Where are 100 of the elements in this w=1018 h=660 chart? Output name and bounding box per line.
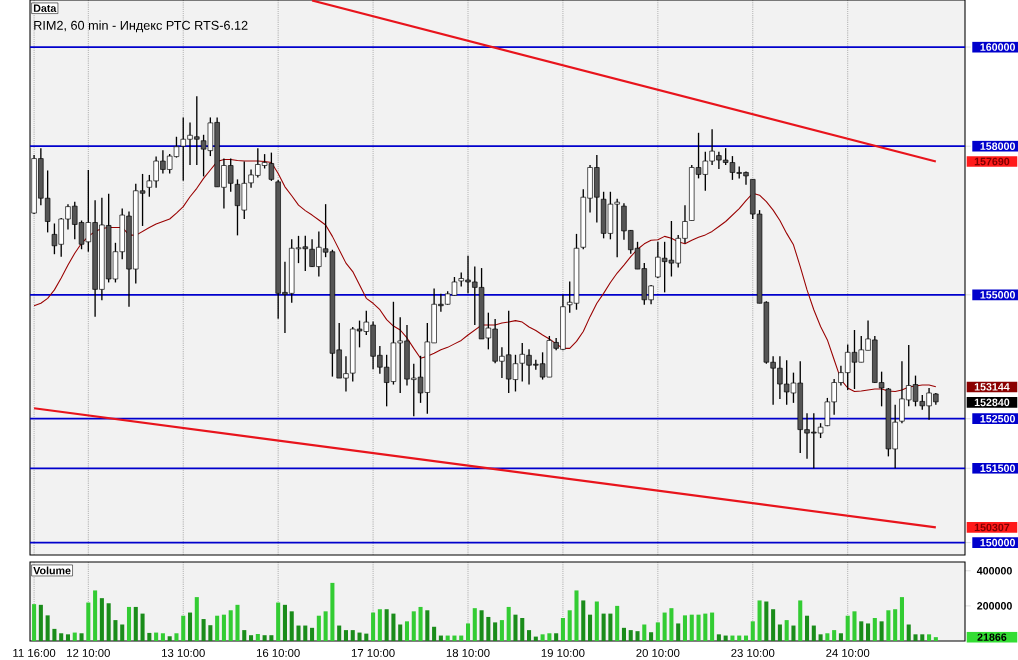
bar [927, 634, 932, 641]
bar [771, 609, 776, 641]
bar [289, 611, 294, 641]
bar [113, 620, 118, 641]
bar [215, 615, 220, 641]
bar [296, 625, 301, 641]
text: 21866 [977, 633, 1007, 641]
bar [649, 632, 654, 641]
text: 152840 [974, 398, 1010, 407]
bar [438, 635, 443, 641]
bar [567, 610, 572, 641]
x-tick-label: 20 10:00 [636, 648, 680, 657]
bar [804, 615, 810, 641]
text: RIM2, 60 min - Индекс РТС RTS-6.12 [34, 20, 248, 33]
bar [716, 634, 721, 641]
bar [479, 610, 484, 641]
bar [310, 627, 315, 641]
bar [737, 635, 742, 641]
bar [147, 632, 152, 641]
bar [472, 608, 477, 641]
bar [933, 637, 938, 641]
bar [276, 602, 281, 641]
bar [750, 621, 755, 641]
y-tick-label: 155000 [980, 291, 1015, 299]
bar [913, 634, 918, 641]
bar [872, 618, 877, 641]
y-tick-label: 158000 [980, 142, 1015, 150]
bar [696, 614, 701, 641]
bar [866, 623, 871, 641]
bar [384, 609, 389, 641]
bar [906, 624, 911, 641]
bar [93, 590, 98, 641]
bar [38, 604, 43, 641]
bar [689, 614, 694, 641]
bar [72, 632, 77, 641]
bar [404, 621, 410, 641]
bar [710, 612, 715, 641]
bar [920, 634, 925, 641]
bar [588, 614, 593, 641]
bar [133, 606, 138, 641]
bar [337, 625, 342, 641]
bar [343, 630, 348, 641]
annotation: Data [33, 4, 57, 12]
bar [852, 611, 857, 641]
y-tick-label: 400000 [976, 567, 1012, 575]
bar [608, 613, 613, 641]
bar [228, 610, 233, 641]
bar [221, 614, 226, 641]
bar [642, 624, 647, 641]
y-tick-label: 150000 [980, 538, 1015, 547]
bar [682, 615, 688, 641]
bar [45, 615, 50, 641]
bar [520, 618, 525, 641]
bar [242, 630, 247, 641]
bar [825, 633, 830, 641]
x-tick-label: 12 10:00 [67, 648, 110, 657]
bar [655, 622, 660, 641]
x-tick-label: 11 16:00 [13, 648, 56, 657]
bar [140, 613, 145, 641]
bar [52, 628, 57, 641]
bar [459, 635, 464, 641]
bar [59, 633, 64, 641]
bar [445, 635, 450, 641]
bar [662, 612, 667, 641]
bar [486, 616, 491, 641]
bar [160, 633, 165, 641]
bar [174, 633, 179, 641]
x-tick-label: 19 10:00 [541, 648, 585, 657]
bar [798, 600, 803, 641]
bar [465, 623, 471, 641]
bar [106, 603, 111, 641]
bar [249, 635, 254, 641]
text: 153144 [974, 383, 1010, 391]
bar [777, 624, 782, 641]
bar [235, 604, 240, 641]
bar [452, 635, 457, 641]
bar [493, 622, 498, 641]
bar [364, 633, 369, 641]
bar [330, 582, 335, 641]
x-tick-label: 16 10:00 [256, 648, 300, 657]
bar [893, 609, 898, 641]
x-tick-label: 18 10:00 [446, 648, 490, 657]
text: 157690 [974, 157, 1010, 166]
bar [194, 597, 199, 641]
bar [547, 633, 552, 641]
bar [554, 633, 559, 641]
x-tick-label: 13 10:00 [162, 648, 205, 657]
bar [574, 590, 579, 641]
bar [615, 605, 620, 641]
text: 150307 [974, 523, 1010, 532]
bar [181, 615, 186, 641]
bar [527, 630, 532, 641]
bar [628, 630, 633, 641]
bar [432, 626, 437, 641]
bar [899, 597, 904, 641]
bar [316, 615, 321, 641]
bar [323, 611, 328, 641]
bar [581, 600, 586, 641]
bar [425, 610, 430, 641]
bar [560, 618, 565, 641]
